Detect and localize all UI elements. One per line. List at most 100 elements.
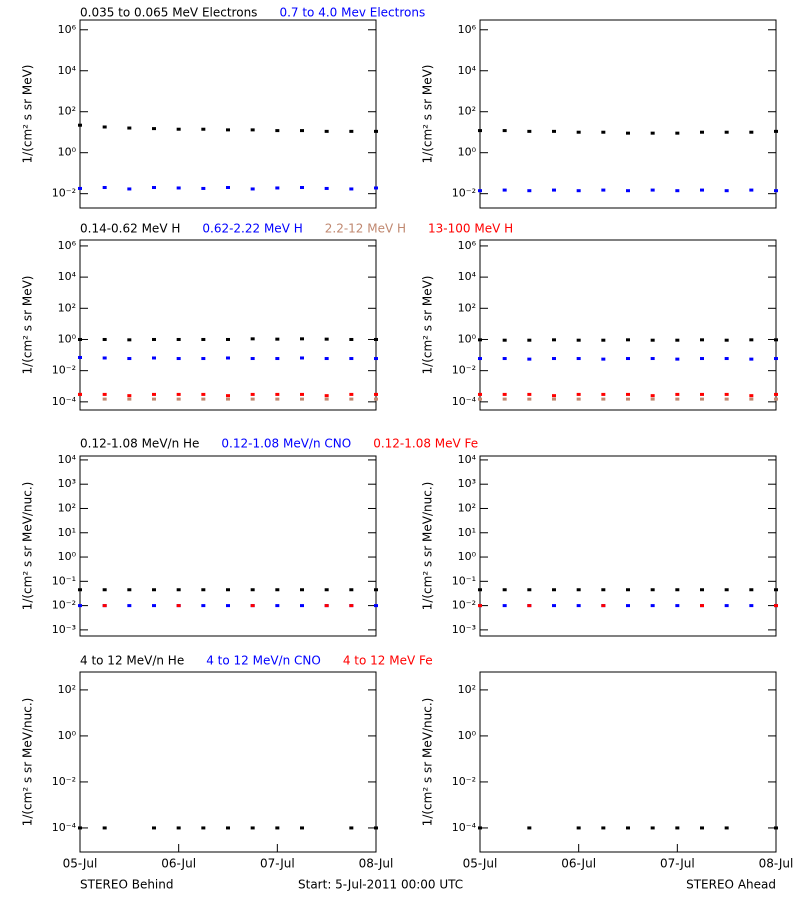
y-tick-label: 10³ bbox=[458, 477, 476, 490]
data-point bbox=[576, 130, 581, 134]
data-point bbox=[601, 604, 606, 608]
y-tick-label: 10² bbox=[458, 501, 476, 514]
y-tick-label: 10² bbox=[58, 501, 76, 514]
data-point bbox=[78, 123, 82, 127]
data-point bbox=[601, 338, 606, 342]
data-point bbox=[176, 826, 181, 830]
data-point bbox=[700, 357, 704, 361]
data-point bbox=[250, 357, 255, 361]
data-point bbox=[601, 397, 606, 401]
data-point bbox=[226, 826, 230, 830]
data-point bbox=[700, 392, 704, 396]
data-point bbox=[374, 397, 378, 401]
data-point bbox=[300, 604, 304, 608]
legend-label: 4 to 12 MeV/n He bbox=[80, 654, 184, 668]
data-point bbox=[576, 338, 581, 342]
y-tick-label: 10¹ bbox=[458, 526, 476, 539]
y-tick-label: 10⁻³ bbox=[452, 623, 476, 636]
data-point bbox=[102, 826, 107, 830]
data-point bbox=[152, 826, 156, 830]
y-tick-label: 10⁴ bbox=[458, 453, 477, 466]
x-tick-label: 05-Jul bbox=[463, 857, 498, 871]
data-point bbox=[527, 357, 532, 361]
data-point bbox=[152, 604, 156, 608]
data-point bbox=[349, 129, 354, 133]
data-point bbox=[675, 189, 680, 193]
data-point bbox=[749, 588, 754, 592]
data-point bbox=[478, 397, 482, 401]
data-point bbox=[250, 588, 255, 592]
data-point bbox=[275, 186, 280, 190]
data-point bbox=[250, 604, 255, 608]
data-point bbox=[275, 392, 280, 396]
data-point bbox=[601, 130, 606, 134]
legend-label: 4 to 12 MeV/n CNO bbox=[206, 654, 321, 668]
data-point bbox=[374, 588, 378, 592]
data-point bbox=[275, 397, 280, 401]
y-tick-label: 10⁰ bbox=[58, 729, 77, 742]
data-point bbox=[749, 397, 754, 401]
legend-label: 0.12-1.08 MeV/n He bbox=[80, 437, 199, 451]
data-point bbox=[78, 355, 82, 359]
data-point bbox=[152, 356, 156, 360]
y-tick-label: 10⁻² bbox=[452, 599, 476, 612]
data-point bbox=[774, 189, 778, 193]
data-point bbox=[675, 604, 680, 608]
data-point bbox=[749, 357, 754, 361]
y-tick-label: 10² bbox=[458, 683, 476, 696]
y-tick-label: 10⁻⁴ bbox=[52, 395, 77, 408]
y-tick-label: 10¹ bbox=[58, 526, 76, 539]
y-tick-label: 10⁴ bbox=[58, 453, 77, 466]
data-point bbox=[527, 338, 532, 342]
data-point bbox=[675, 357, 680, 361]
data-point bbox=[201, 186, 206, 190]
data-point bbox=[176, 337, 181, 341]
data-point bbox=[552, 338, 556, 342]
data-point bbox=[275, 357, 280, 361]
data-point bbox=[478, 129, 482, 133]
data-point bbox=[601, 188, 606, 192]
data-point bbox=[102, 397, 107, 401]
data-point bbox=[700, 188, 704, 192]
y-tick-label: 10⁻¹ bbox=[452, 574, 476, 587]
x-tick-label: 08-Jul bbox=[359, 857, 394, 871]
data-point bbox=[724, 338, 729, 342]
data-point bbox=[127, 394, 132, 398]
data-point bbox=[250, 337, 255, 341]
data-point bbox=[78, 604, 82, 608]
data-point bbox=[774, 357, 778, 361]
data-point bbox=[675, 588, 680, 592]
legend-label: 0.12-1.08 MeV/n CNO bbox=[221, 437, 351, 451]
y-tick-label: 10⁶ bbox=[58, 239, 77, 252]
y-tick-label: 10⁰ bbox=[58, 332, 77, 345]
data-point bbox=[78, 186, 82, 190]
data-point bbox=[552, 588, 556, 592]
data-point bbox=[250, 128, 255, 132]
data-point bbox=[527, 588, 532, 592]
data-point bbox=[152, 397, 156, 401]
data-point bbox=[226, 394, 230, 398]
data-point bbox=[176, 392, 181, 396]
data-point bbox=[626, 826, 630, 830]
y-axis-label: 1/(cm² s sr MeV/nuc.) bbox=[421, 698, 435, 827]
y-axis-label: 1/(cm² s sr MeV) bbox=[21, 65, 35, 164]
data-point bbox=[226, 337, 230, 341]
data-point bbox=[201, 397, 206, 401]
y-tick-label: 10⁻² bbox=[52, 599, 76, 612]
data-point bbox=[78, 826, 82, 830]
legend-label: 0.12-1.08 MeV Fe bbox=[373, 437, 478, 451]
data-point bbox=[527, 392, 532, 396]
legend-label: 0.62-2.22 MeV H bbox=[202, 222, 302, 236]
data-point bbox=[226, 588, 230, 592]
data-point bbox=[675, 826, 680, 830]
data-point bbox=[176, 397, 181, 401]
data-point bbox=[349, 392, 354, 396]
data-point bbox=[349, 826, 354, 830]
y-tick-label: 10⁶ bbox=[458, 239, 477, 252]
data-point bbox=[127, 604, 132, 608]
y-tick-label: 10⁻⁴ bbox=[52, 821, 77, 834]
y-tick-label: 10⁻⁴ bbox=[452, 821, 477, 834]
legend-label: 4 to 12 MeV Fe bbox=[343, 654, 433, 668]
data-point bbox=[349, 187, 354, 191]
